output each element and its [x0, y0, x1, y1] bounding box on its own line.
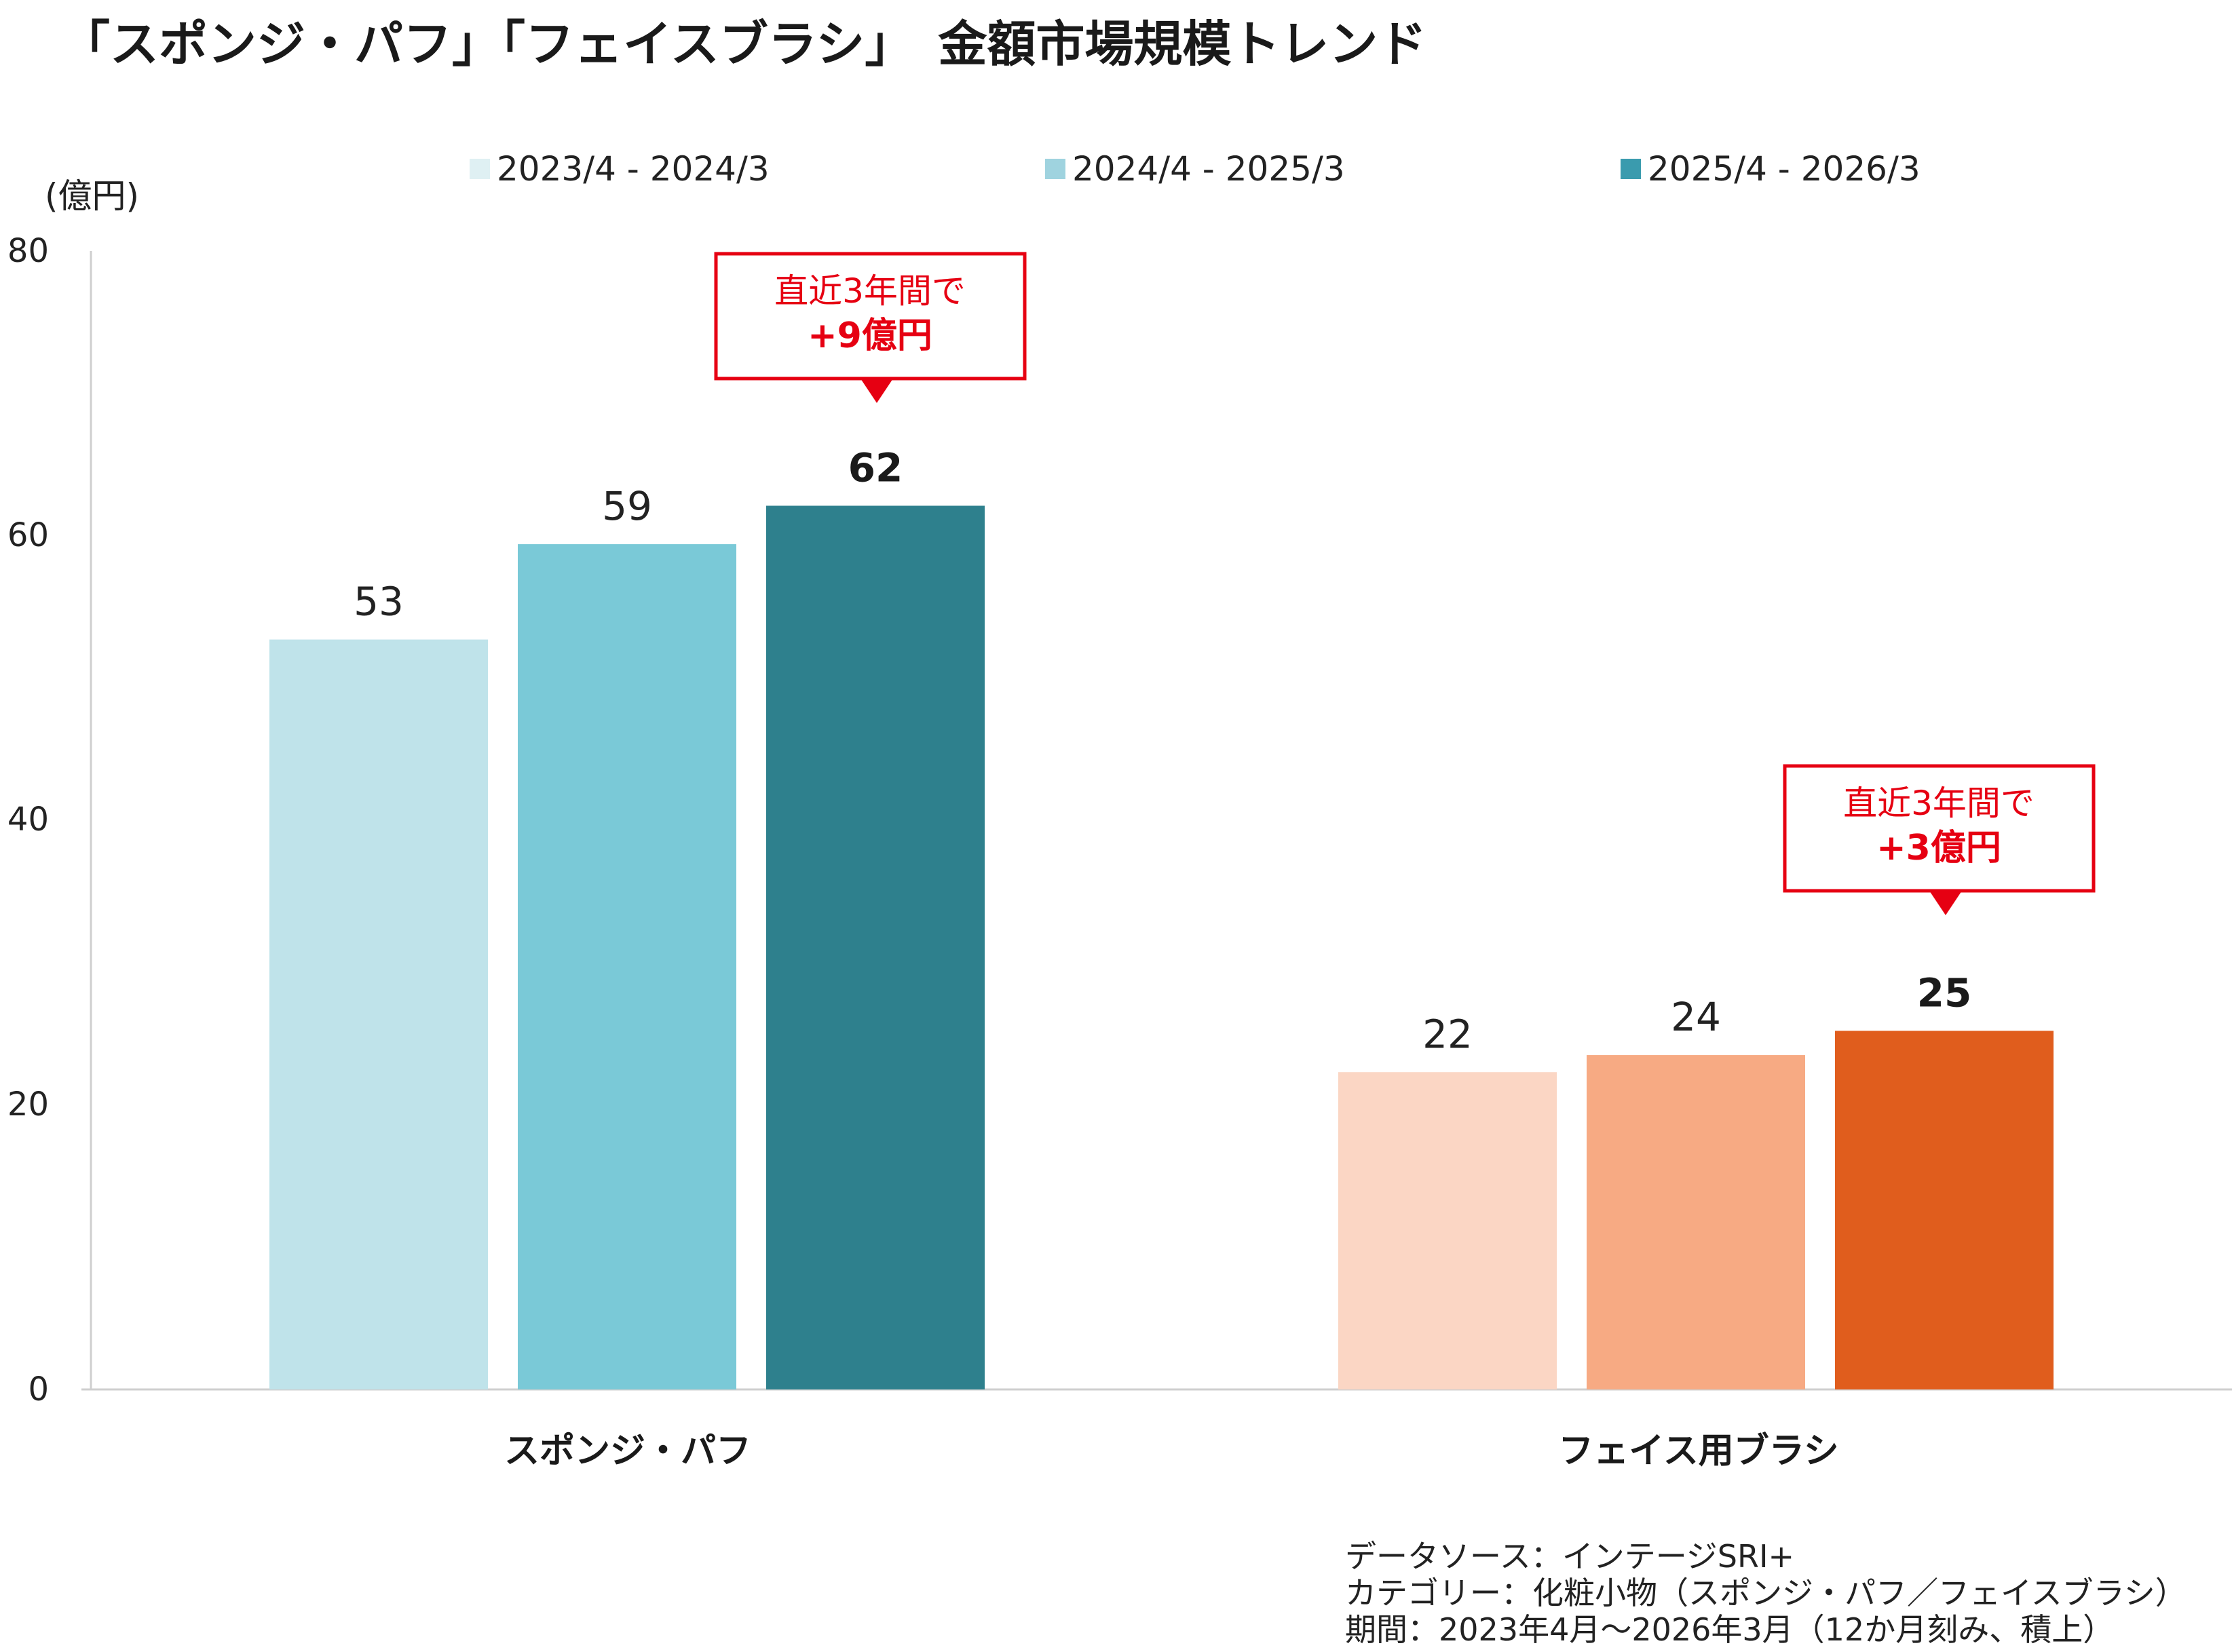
callout-brush-box: [1783, 764, 2096, 893]
chart-title: 「スポンジ・パフ」「フェイスブラシ」 金額市場規模トレンド: [61, 16, 1426, 73]
value-label-sponge-2024: 59: [602, 483, 652, 529]
callout-sponge-line2: +9億円: [808, 315, 932, 356]
y-tick-label-40: 40: [7, 801, 49, 839]
bar-brush-2024: [1587, 1055, 1805, 1389]
value-label-sponge-2023: 53: [354, 579, 404, 625]
callout-sponge-box: [714, 252, 1027, 381]
category-label-sponge-puff: スポンジ・パフ: [504, 1431, 751, 1472]
value-label-brush-2024: 24: [1671, 994, 1721, 1040]
callout-sponge: 直近3年間で +9億円: [714, 252, 1027, 403]
value-label-sponge-2025: 62: [848, 444, 903, 491]
footer-notes: データソース：インテージSRI+ カテゴリー：化粧小物（スポンジ・パフ／フェイス…: [1345, 1538, 2187, 1648]
y-tick-label-60: 60: [7, 516, 49, 554]
y-tick-label-20: 20: [7, 1086, 49, 1123]
bar-brush-2025: [1835, 1031, 2054, 1389]
y-axis-unit-label: (億円): [45, 176, 139, 216]
callout-brush: 直近3年間で +3億円: [1783, 764, 2096, 915]
bar-sponge-2024: [518, 544, 736, 1390]
legend-swatch-1: [1045, 159, 1065, 179]
legend-label-2: 2025/4 - 2026/3: [1648, 149, 1921, 189]
legend: 2023/4 - 2024/3 2024/4 - 2025/3 2025/4 -…: [470, 149, 1921, 189]
footer-category: カテゴリー：化粧小物（スポンジ・パフ／フェイスブラシ）: [1345, 1575, 2187, 1611]
legend-swatch-0: [470, 159, 490, 179]
legend-swatch-2: [1621, 159, 1641, 179]
bars: [269, 505, 2054, 1390]
y-tick-label-80: 80: [7, 232, 49, 270]
callout-sponge-pointer: [860, 379, 893, 403]
callout-brush-line1: 直近3年間で: [1843, 784, 2035, 823]
callout-sponge-line1: 直近3年間で: [774, 271, 966, 311]
footer-period: 期間：2023年4月～2026年3月（12か月刻み、積上）: [1345, 1611, 2114, 1648]
callout-brush-pointer: [1929, 891, 1962, 915]
category-label-face-brush: フェイス用ブラシ: [1558, 1431, 1838, 1472]
value-labels: 53 59 62 22 24 25: [354, 444, 1971, 1057]
footer-data-source: データソース：インテージSRI+: [1345, 1538, 1794, 1575]
value-label-brush-2023: 22: [1422, 1011, 1473, 1057]
y-tick-labels: 0 20 40 60 80: [7, 232, 49, 1408]
legend-label-0: 2023/4 - 2024/3: [497, 149, 770, 189]
y-tick-label-0: 0: [28, 1370, 49, 1408]
bar-sponge-2025: [766, 505, 985, 1389]
value-label-brush-2025: 25: [1917, 969, 1972, 1016]
bar-sponge-2023: [269, 639, 488, 1390]
callout-brush-line2: +3億円: [1876, 828, 2001, 868]
bar-brush-2023: [1338, 1072, 1557, 1389]
legend-label-1: 2024/4 - 2025/3: [1072, 149, 1345, 189]
